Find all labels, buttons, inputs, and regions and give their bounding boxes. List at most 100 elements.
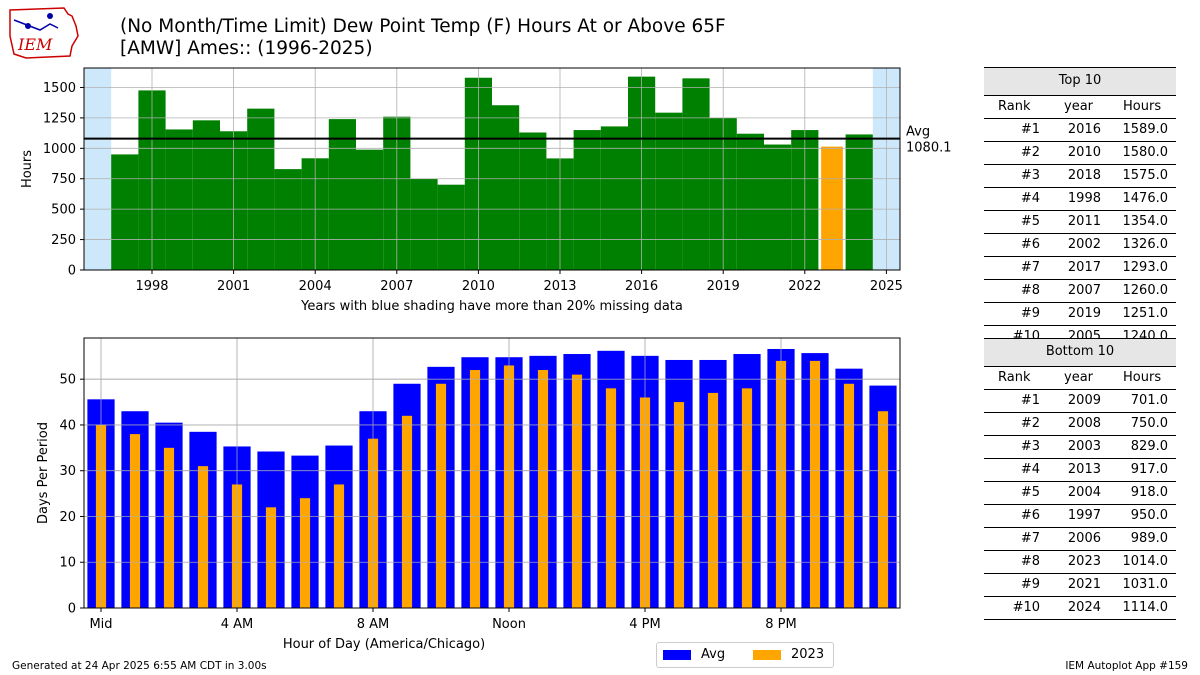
year-cell: 2013 (1067, 462, 1101, 477)
hours-cell: 1251.0 (1122, 306, 1169, 321)
year-cell: 2018 (1067, 168, 1101, 183)
legend-2023-swatch (753, 650, 781, 660)
plot-frame (83, 337, 901, 609)
rank-header: Rank (998, 99, 1031, 114)
y-axis-label: Hours (20, 150, 35, 188)
year-bar-1 (129, 434, 141, 608)
top-10-table: Top 10 Rank year Hours #1 2016 1589.0 #2 201… (984, 67, 1176, 349)
rank-cell: #7 (1020, 260, 1040, 275)
y-tick-label: 50 (59, 373, 76, 388)
table-row: #8 2023 1014.0 (984, 551, 1176, 574)
x-tick-label: 4 AM (221, 617, 254, 632)
bar-2002 (247, 108, 275, 270)
year-bar-22 (843, 383, 855, 608)
footer-app: IEM Autoplot App #159 (1065, 660, 1188, 672)
table-row: #2 2010 1580.0 (984, 142, 1176, 165)
y-tick-label: 750 (51, 172, 76, 187)
x-tick-label: 8 AM (357, 617, 390, 632)
year-cell: 2019 (1067, 306, 1101, 321)
table-row: #1 2009 701.0 (984, 390, 1176, 413)
bottom-10-header-row: Rank year Hours (984, 367, 1176, 390)
year-bar-11 (469, 370, 481, 608)
bar-2009 (437, 184, 465, 270)
rank-cell: #2 (1020, 145, 1040, 160)
y-tick-label: 1000 (43, 142, 76, 157)
footer-generated: Generated at 24 Apr 2025 6:55 AM CDT in … (12, 660, 267, 672)
bar-2020 (736, 133, 764, 270)
table-row: #7 2006 989.0 (984, 528, 1176, 551)
year-header: year (1064, 370, 1094, 385)
legend-avg-label: Avg (701, 647, 726, 662)
x-tick-label: 2013 (543, 279, 576, 294)
table-row: #10 2024 1114.0 (984, 597, 1176, 620)
year-cell: 2009 (1067, 393, 1101, 408)
hours-cell: 1293.0 (1122, 260, 1169, 275)
chart-title: (No Month/Time Limit) Dew Point Temp (F)… (120, 16, 726, 60)
hours-cell: 918.0 (1130, 485, 1168, 500)
rank-cell: #7 (1020, 531, 1040, 546)
x-tick-label: 2010 (462, 279, 495, 294)
year-cell: 2006 (1067, 531, 1101, 546)
year-bar-13 (537, 370, 549, 608)
x-tick-label: 2022 (788, 279, 821, 294)
year-bar-5 (265, 507, 277, 608)
rank-header: Rank (998, 370, 1031, 385)
rank-cell: #9 (1020, 577, 1040, 592)
year-bar-9 (401, 415, 413, 608)
hours-cell: 1260.0 (1122, 283, 1169, 298)
bar-2006 (356, 149, 384, 270)
rank-cell: #10 (1012, 600, 1040, 615)
table-row: #6 1997 950.0 (984, 505, 1176, 528)
bar-2024 (845, 134, 873, 270)
bar-2017 (655, 112, 683, 271)
table-row: #7 2017 1293.0 (984, 257, 1176, 280)
top-10-header-row: Rank year Hours (984, 96, 1176, 119)
plot-frame (83, 67, 901, 271)
title-line-2: [AMW] Ames:: (1996-2025) (120, 38, 373, 59)
hours-cell: 1575.0 (1122, 168, 1169, 183)
hours-header: Hours (1123, 370, 1162, 385)
table-row: #9 2019 1251.0 (984, 303, 1176, 326)
title-line-1: (No Month/Time Limit) Dew Point Temp (F)… (120, 16, 726, 37)
table-row: #5 2011 1354.0 (984, 211, 1176, 234)
y-tick-label: 1250 (43, 111, 76, 126)
bar-2014 (573, 130, 601, 270)
logo-text: IEM (17, 35, 53, 54)
rank-cell: #2 (1020, 416, 1040, 431)
hours-cell: 950.0 (1130, 508, 1168, 523)
avg-label: Avg (906, 125, 930, 140)
year-bar-10 (435, 383, 447, 608)
hours-cell: 917.0 (1130, 462, 1168, 477)
year-cell: 2008 (1067, 416, 1101, 431)
year-cell: 1997 (1067, 508, 1101, 523)
x-tick-label: 2025 (870, 279, 903, 294)
table-row: #4 1998 1476.0 (984, 188, 1176, 211)
y-tick-label: 0 (68, 602, 76, 617)
y-tick-label: 250 (51, 233, 76, 248)
top-10-title: Top 10 (984, 67, 1176, 96)
year-cell: 2007 (1067, 283, 1101, 298)
rank-cell: #9 (1020, 306, 1040, 321)
rank-cell: #1 (1020, 122, 1040, 137)
year-header: year (1064, 99, 1094, 114)
hours-cell: 1114.0 (1122, 600, 1169, 615)
year-cell: 2017 (1067, 260, 1101, 275)
year-bar-19 (741, 388, 753, 608)
rank-cell: #3 (1020, 168, 1040, 183)
table-row: #3 2018 1575.0 (984, 165, 1176, 188)
rank-cell: #1 (1020, 393, 1040, 408)
legend-2023-label: 2023 (791, 647, 825, 662)
year-cell: 2016 (1067, 122, 1101, 137)
rank-cell: #8 (1020, 554, 1040, 569)
bar-1999 (165, 129, 193, 270)
hours-cell: 750.0 (1130, 416, 1168, 431)
year-cell: 2010 (1067, 145, 1101, 160)
hours-header: Hours (1123, 99, 1162, 114)
year-bar-21 (809, 360, 821, 608)
iem-logo: IEM (6, 6, 82, 66)
rank-cell: #4 (1020, 462, 1040, 477)
bar-2011 (492, 105, 520, 270)
year-cell: 1998 (1067, 191, 1101, 206)
year-cell: 2002 (1067, 237, 1101, 252)
rank-cell: #4 (1020, 191, 1040, 206)
